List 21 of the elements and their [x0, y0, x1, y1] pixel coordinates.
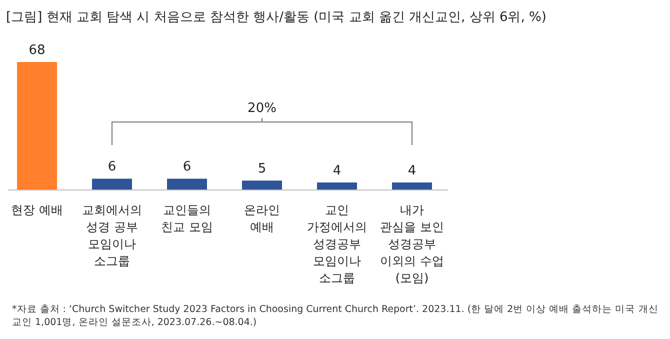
data-label: 4	[408, 163, 416, 178]
x-tick-label: 현장 예배	[11, 203, 63, 217]
data-label: 5	[258, 162, 266, 177]
data-label: 6	[182, 160, 192, 175]
bar	[17, 62, 57, 190]
bar	[92, 178, 132, 190]
bar	[317, 182, 357, 190]
x-tick-label: 내가 관심을 보인 성경공부 이외의 수업 (모임)	[380, 203, 444, 285]
x-tick-label: 교회에서의 성경 공부 모임이나 소그룹	[82, 203, 142, 268]
chart-title: [그림] 현재 교회 탐색 시 처음으로 참석한 행사/활동 (미국 교회 옮긴 개신교인, 상위 6위, %)	[6, 9, 546, 26]
bar	[392, 182, 432, 190]
x-tick-label: 온라인 예배	[244, 203, 280, 234]
data-label: 4	[332, 163, 342, 178]
text: *자료 출처 : ‘Church Switcher Study 2023 Factors in Choosing Current Church Report’. 2023.11. (한 달에 2번 이상 예배 출석하는 미국 개신교인 1,001명, 온라인 설문조사, 2023.07.26.~08.04.)	[12, 303, 660, 329]
bar	[242, 180, 282, 190]
bar	[167, 178, 207, 190]
x-tick-label: 교인들의 친교 모임	[161, 203, 213, 234]
x-tick-label: 교인 가정에서의 성경공부 모임이나 소그룹	[307, 203, 367, 285]
data-label: 6	[108, 160, 116, 175]
data-label: 68	[28, 43, 46, 58]
annotation: 20%	[248, 101, 276, 116]
